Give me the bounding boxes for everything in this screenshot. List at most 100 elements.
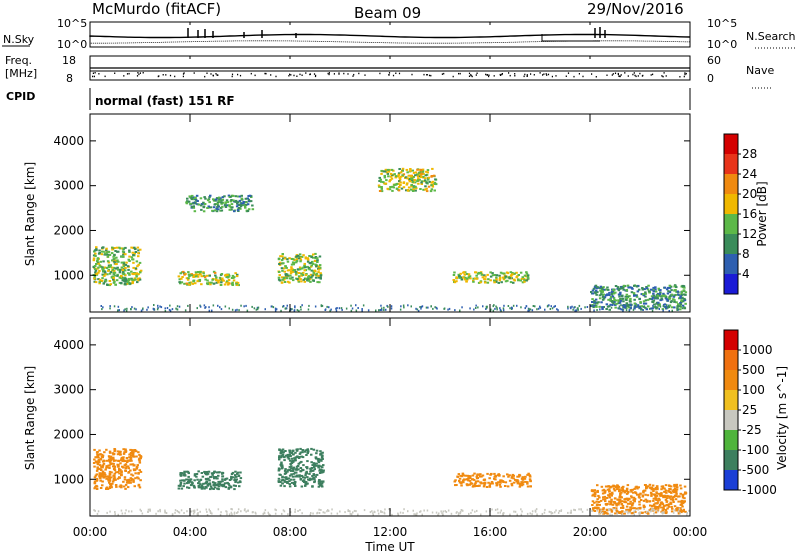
velocity-cell	[122, 452, 126, 455]
power-cell	[216, 203, 219, 205]
velocity-cell	[278, 448, 281, 451]
power-cell	[231, 284, 234, 286]
velocity-cell	[93, 487, 96, 490]
velocity-cell	[283, 485, 286, 488]
power-cell	[298, 266, 302, 269]
velocity-cell	[650, 505, 654, 507]
power-cell	[318, 255, 322, 258]
velocity-cell	[127, 481, 130, 484]
power-cell	[103, 266, 107, 269]
power-cell	[310, 269, 314, 272]
velocity-cell	[669, 498, 673, 501]
velocity-cell	[236, 471, 240, 474]
power-cell	[202, 201, 205, 204]
velocity-cell	[632, 496, 636, 499]
velocity-cell	[124, 448, 127, 451]
power-cell	[113, 257, 116, 260]
power-cell	[593, 304, 597, 307]
power-cell	[131, 282, 134, 285]
power-cell	[132, 266, 135, 269]
power-cell	[281, 253, 284, 255]
velocity-cell	[301, 449, 304, 452]
power-ground-cell	[320, 304, 323, 307]
velocity-cell	[519, 484, 522, 487]
velocity-cell	[633, 507, 636, 510]
power-cell	[602, 297, 606, 300]
power-y-tick-label: 3000	[53, 179, 84, 193]
velocity-cell	[609, 493, 613, 496]
velocity-cell	[671, 496, 675, 499]
power-cell	[399, 183, 402, 186]
velocity-ground-cell	[262, 512, 264, 515]
power-cell	[413, 179, 417, 182]
velocity-ground-cell	[419, 510, 421, 513]
velocity-cell	[602, 512, 606, 515]
velocity-cell	[642, 504, 646, 507]
velocity-cell	[109, 483, 112, 485]
velocity-cell	[235, 478, 238, 481]
velocity-cell	[673, 491, 676, 494]
velocity-ground-cell	[186, 510, 188, 513]
velocity-cell	[93, 458, 96, 461]
power-cell	[306, 258, 310, 261]
velocity-cell	[623, 498, 627, 501]
power-cell	[612, 302, 615, 305]
velocity-cell	[606, 502, 609, 505]
velocity-ground-cell	[384, 508, 386, 511]
power-cell	[513, 272, 516, 275]
power-cell	[498, 276, 502, 279]
velocity-cell	[604, 503, 608, 506]
power-cell	[185, 201, 188, 204]
power-cell	[503, 277, 506, 280]
nave-mark	[514, 75, 516, 77]
power-ground-cell	[314, 305, 317, 308]
velocity-cell	[609, 503, 612, 506]
power-cell	[673, 306, 676, 309]
velocity-cell	[474, 480, 478, 483]
velocity-cell	[320, 469, 323, 471]
power-cell	[387, 175, 390, 178]
nave-mark	[595, 76, 597, 78]
power-cell	[426, 171, 429, 174]
power-cell	[487, 278, 490, 281]
velocity-cell	[621, 500, 624, 503]
power-ground-cell	[160, 306, 163, 309]
velocity-cell	[671, 507, 674, 510]
power-cell	[397, 182, 400, 185]
velocity-cell	[593, 491, 597, 494]
power-cell	[212, 198, 215, 201]
velocity-cell	[467, 479, 470, 482]
velocity-cell	[232, 476, 235, 479]
velocity-cell	[529, 485, 532, 488]
velocity-cell	[318, 458, 322, 461]
velocity-cell	[475, 475, 478, 478]
velocity-cell	[603, 491, 607, 494]
nave-mark	[501, 73, 503, 76]
velocity-cell	[647, 512, 650, 515]
power-cell	[409, 174, 413, 177]
power-cell	[96, 257, 100, 260]
power-cell	[313, 259, 317, 262]
power-cell	[414, 185, 417, 188]
velocity-cell	[200, 487, 204, 490]
velocity-cell	[649, 508, 653, 511]
power-cell	[287, 274, 291, 277]
power-cell	[523, 280, 526, 283]
power-cell	[424, 188, 427, 191]
velocity-ground-cell	[197, 513, 199, 516]
power-ground-cell	[634, 304, 636, 307]
velocity-ground-cell	[344, 511, 346, 514]
velocity-cell	[290, 452, 293, 454]
nave-mark	[343, 72, 345, 75]
power-cell	[105, 267, 109, 269]
power-ground-cell	[611, 304, 614, 306]
power-ground-cell	[510, 306, 513, 309]
power-cell	[211, 209, 214, 212]
velocity-cell	[634, 510, 637, 513]
power-ground-cell	[124, 308, 126, 311]
velocity-cell	[113, 450, 116, 453]
velocity-cell	[188, 480, 192, 483]
power-cell	[122, 247, 125, 250]
velocity-ground-cell	[426, 509, 429, 512]
power-cell	[92, 266, 95, 268]
